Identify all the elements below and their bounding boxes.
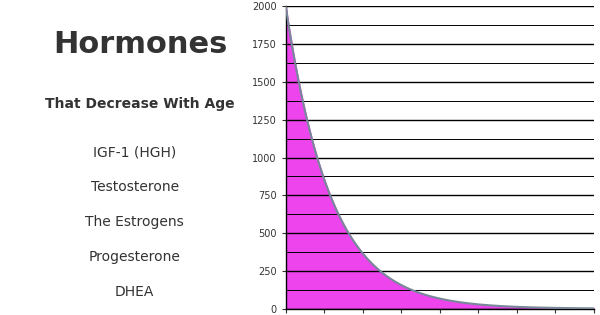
- Text: Hormones: Hormones: [53, 31, 227, 60]
- Text: The Estrogens: The Estrogens: [85, 215, 184, 229]
- Title: The Decline of HGH: The Decline of HGH: [357, 0, 523, 2]
- Text: IGF-1 (HGH): IGF-1 (HGH): [93, 146, 176, 159]
- Text: DHEA: DHEA: [115, 284, 154, 299]
- Text: That Decrease With Age: That Decrease With Age: [45, 97, 235, 111]
- Text: Progesterone: Progesterone: [89, 250, 181, 264]
- Text: Testosterone: Testosterone: [91, 180, 179, 194]
